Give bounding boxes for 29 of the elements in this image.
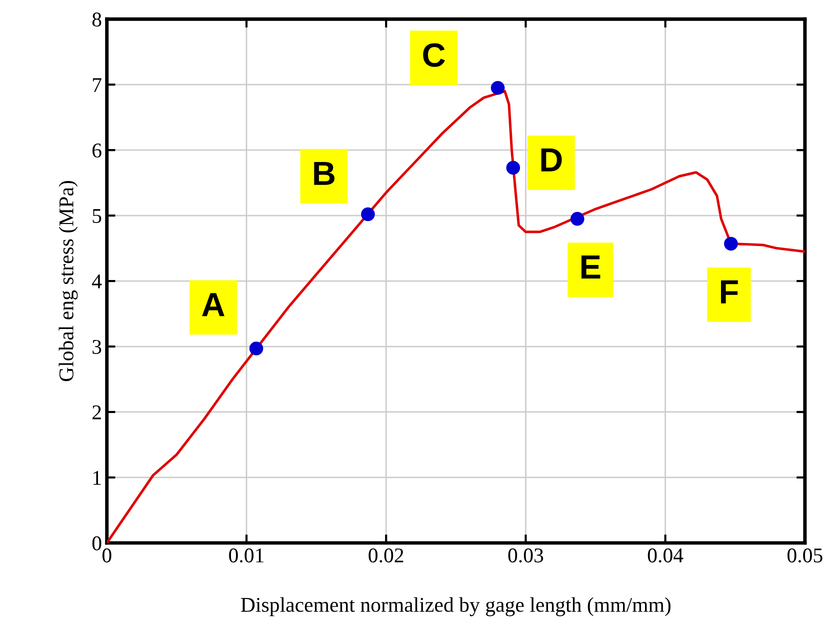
point	[570, 212, 584, 226]
point	[249, 342, 264, 356]
point	[506, 160, 520, 175]
x-tick-label: 0.05	[788, 548, 822, 563]
x-axis-title: Displacement normalized by gage length (mm/mm)	[241, 597, 670, 616]
x-tick-label: 0.02	[368, 548, 404, 563]
y-tick-label: 7	[92, 78, 102, 92]
y-tick-label: 4	[92, 274, 102, 288]
annotation: B	[314, 162, 334, 185]
y-tick-label: 0	[92, 536, 102, 550]
point	[490, 80, 505, 95]
point	[724, 236, 738, 251]
annotation: E	[581, 256, 600, 278]
annotation: A	[202, 293, 224, 316]
y-tick-label: 2	[92, 405, 101, 420]
y-axis-title: Global eng stress (MPa)	[58, 180, 78, 382]
x-tick-label: 0.01	[229, 548, 264, 563]
annotation: C	[423, 43, 445, 67]
annotation: F	[720, 280, 738, 304]
x-tick-label: 0.04	[648, 548, 684, 563]
y-tick-label: 5	[92, 209, 102, 223]
point	[361, 207, 375, 222]
y-tick-label: 6	[92, 144, 102, 158]
y-tick-label: 1	[93, 470, 101, 485]
annotation: D	[541, 148, 562, 172]
x-tick-label: 0.03	[508, 548, 544, 563]
x-tick-label: 0	[102, 548, 112, 562]
y-tick-label: 8	[92, 12, 102, 27]
y-tick-label: 3	[92, 340, 102, 354]
